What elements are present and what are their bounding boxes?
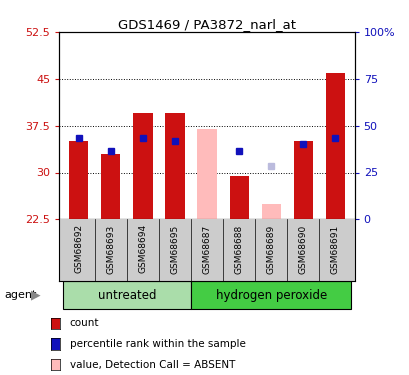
Text: percentile rank within the sample: percentile rank within the sample xyxy=(70,339,245,349)
Bar xyxy=(229,176,248,219)
Text: GSM68690: GSM68690 xyxy=(298,224,307,274)
Text: agent: agent xyxy=(4,290,36,300)
Text: count: count xyxy=(70,318,99,328)
Bar xyxy=(261,204,280,219)
Text: ▶: ▶ xyxy=(31,289,40,302)
Text: GSM68691: GSM68691 xyxy=(330,224,339,274)
Title: GDS1469 / PA3872_narl_at: GDS1469 / PA3872_narl_at xyxy=(118,18,295,31)
Bar xyxy=(325,72,344,219)
Text: GSM68687: GSM68687 xyxy=(202,224,211,274)
Text: value, Detection Call = ABSENT: value, Detection Call = ABSENT xyxy=(70,360,234,370)
Text: GSM68693: GSM68693 xyxy=(106,224,115,274)
Bar xyxy=(133,113,152,219)
Text: GSM68692: GSM68692 xyxy=(74,224,83,273)
Text: hydrogen peroxide: hydrogen peroxide xyxy=(215,289,326,302)
Bar xyxy=(165,113,184,219)
Text: GSM68694: GSM68694 xyxy=(138,224,147,273)
Text: GSM68689: GSM68689 xyxy=(266,224,275,274)
Bar xyxy=(101,154,120,219)
Bar xyxy=(63,281,191,309)
Text: GSM68688: GSM68688 xyxy=(234,224,243,274)
Text: untreated: untreated xyxy=(97,289,156,302)
Text: GSM68695: GSM68695 xyxy=(170,224,179,274)
Bar xyxy=(191,281,351,309)
Bar xyxy=(293,141,312,219)
Bar xyxy=(197,129,216,219)
Bar xyxy=(69,141,88,219)
